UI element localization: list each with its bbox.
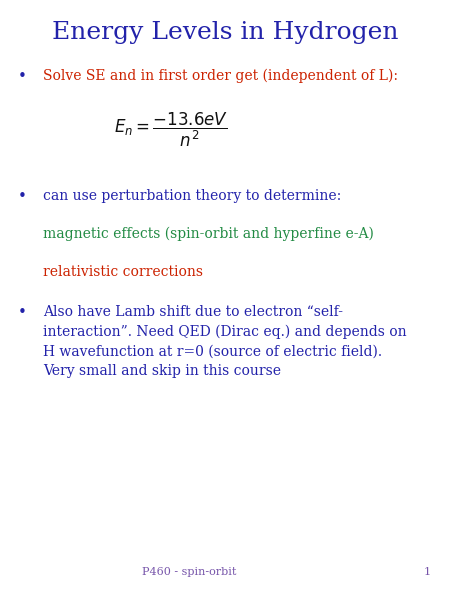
- Text: Solve SE and in first order get (independent of L):: Solve SE and in first order get (indepen…: [43, 69, 398, 83]
- Text: Energy Levels in Hydrogen: Energy Levels in Hydrogen: [52, 21, 398, 44]
- Text: $E_n = \dfrac{-13.6eV}{n^2}$: $E_n = \dfrac{-13.6eV}{n^2}$: [114, 111, 228, 149]
- Text: •: •: [18, 305, 27, 320]
- Text: magnetic effects (spin-orbit and hyperfine e-A): magnetic effects (spin-orbit and hyperfi…: [43, 227, 374, 241]
- Text: 1: 1: [424, 567, 431, 577]
- Text: can use perturbation theory to determine:: can use perturbation theory to determine…: [43, 189, 341, 203]
- Text: Also have Lamb shift due to electron “self-
interaction”. Need QED (Dirac eq.) a: Also have Lamb shift due to electron “se…: [43, 305, 406, 379]
- Text: •: •: [18, 189, 27, 204]
- Text: P460 - spin-orbit: P460 - spin-orbit: [142, 567, 236, 577]
- Text: relativistic corrections: relativistic corrections: [43, 265, 203, 278]
- Text: •: •: [18, 69, 27, 84]
